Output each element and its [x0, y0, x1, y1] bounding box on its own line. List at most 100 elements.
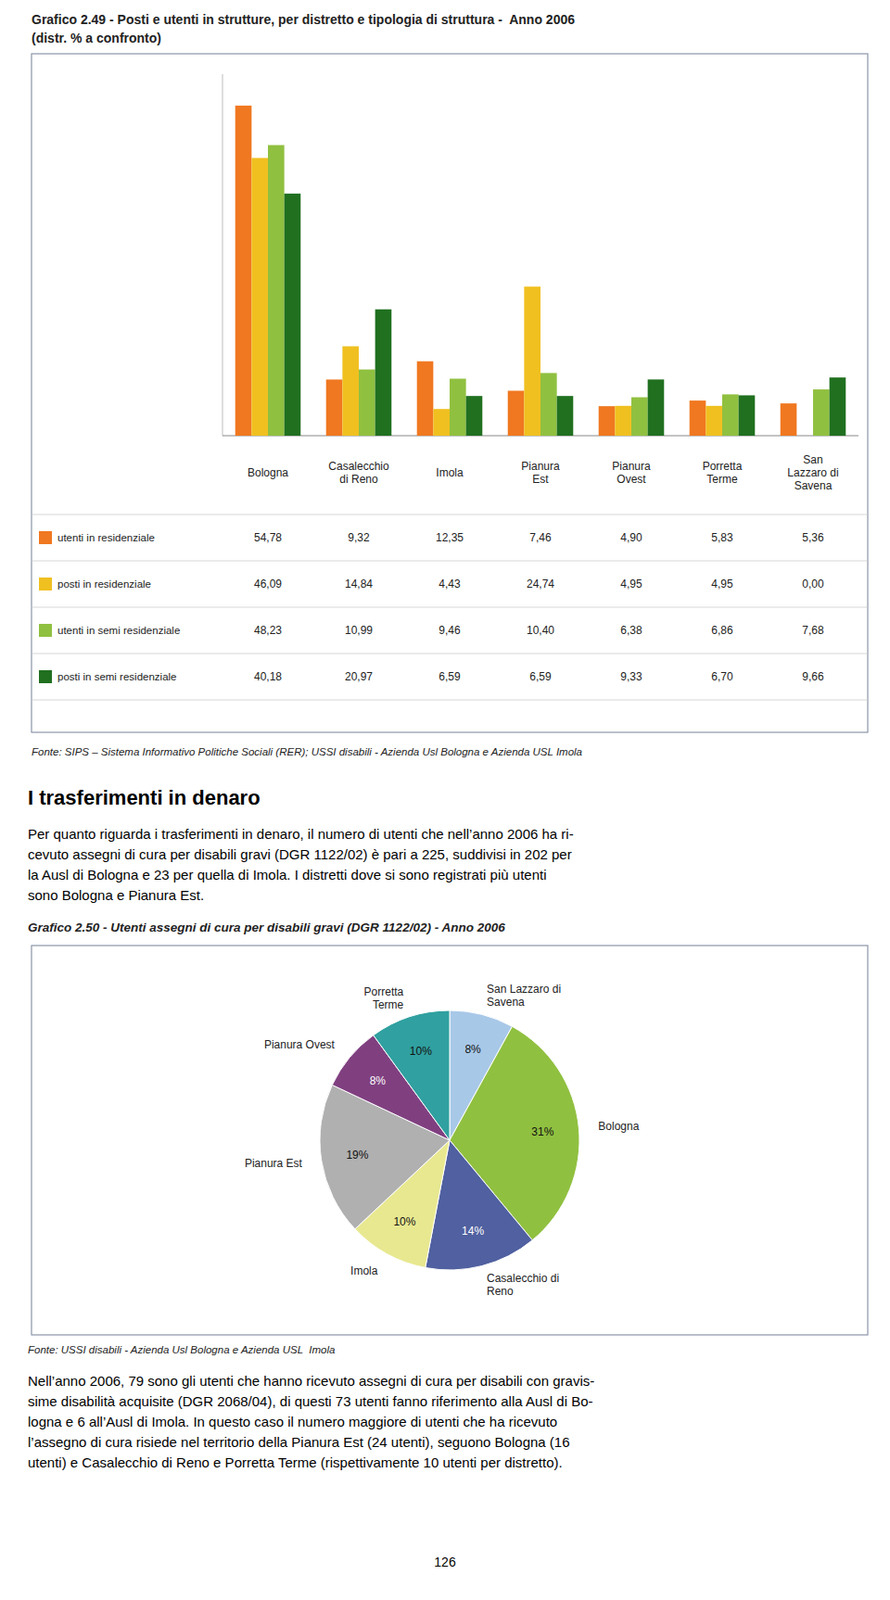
source-line: Fonte: USSI disabili - Azienda Usl Bolog…	[27, 1344, 335, 1356]
bar	[598, 406, 616, 436]
pie-category-label: Casalecchio diReno	[486, 1271, 560, 1298]
table-value-line: 9,46	[438, 623, 461, 637]
bar	[449, 379, 467, 436]
pie-category-label-line: San Lazzaro di	[486, 982, 561, 996]
bar	[251, 157, 268, 436]
pie-category-label: Pianura Ovest	[264, 1038, 336, 1052]
pie-value-label: 19%	[345, 1148, 369, 1162]
chart-title: Grafico 2.49 - Posti e utenti in struttu…	[31, 12, 575, 27]
paragraph-line-line: l’assegno di cura risiede nel territorio…	[27, 1434, 571, 1450]
legend-label-line: posti in semi residenziale	[57, 671, 177, 683]
x-tick-label: Bologna	[247, 466, 289, 480]
table-value-line: 24,74	[526, 577, 555, 591]
pie-category-label: Bologna	[597, 1119, 639, 1133]
legend-swatch	[38, 531, 52, 545]
bar	[326, 379, 344, 436]
x-tick-label-line: Est	[532, 472, 549, 486]
table-value: 6,38	[620, 623, 643, 637]
bar	[796, 435, 814, 437]
pie-category-label-line: Imola	[350, 1264, 379, 1278]
table-value-line: 9,33	[620, 670, 643, 684]
bar	[813, 389, 830, 436]
chart-subtitle: (distr. % a confronto)	[31, 30, 162, 46]
table-value: 4,43	[438, 577, 461, 591]
table-value: 10,40	[526, 623, 555, 637]
source-line: Fonte: SIPS – Sistema Informativo Politi…	[31, 746, 583, 758]
table-value-line: 4,90	[620, 531, 643, 545]
table-value: 5,83	[711, 531, 734, 545]
x-tick-label: Imola	[435, 466, 464, 480]
table-value: 9,66	[801, 670, 825, 684]
bar	[523, 286, 541, 436]
pie-value-label: 10%	[393, 1215, 416, 1229]
bar	[614, 406, 632, 436]
chart-title-line: Grafico 2.50 - Utenti assegni di cura pe…	[27, 920, 506, 935]
paragraph-line: Per quanto riguarda i trasferimenti in d…	[27, 826, 574, 842]
x-tick-label-line: Porretta	[702, 459, 743, 473]
paragraph-line: Nell’anno 2006, 79 sono gli utenti che h…	[27, 1373, 595, 1389]
pie-category-label-line: Porretta	[364, 985, 405, 999]
pie-category-label-line: Pianura Est	[244, 1157, 304, 1170]
y-axis-line	[222, 74, 224, 436]
x-tick-label: PianuraEst	[521, 459, 560, 486]
table-value-line: 6,86	[711, 623, 734, 637]
x-tick-label-line: Ovest	[616, 472, 647, 486]
table-value: 54,78	[254, 531, 282, 545]
paragraph-line-line: sono Bologna e Pianura Est.	[27, 887, 204, 903]
table-value: 24,74	[526, 577, 555, 591]
table-value: 6,86	[711, 623, 734, 637]
table-value: 4,95	[711, 577, 734, 591]
bar	[705, 406, 723, 436]
paragraph-line: l’assegno di cura risiede nel territorio…	[27, 1434, 571, 1450]
legend-label: posti in semi residenziale	[57, 671, 177, 683]
pie-value-label: 10%	[409, 1044, 433, 1058]
table-value: 40,18	[254, 670, 282, 684]
table-value: 48,23	[254, 623, 282, 637]
pie-category-label-line: Terme	[372, 998, 405, 1012]
table-value-line: 12,35	[435, 531, 464, 545]
table-value: 20,97	[344, 670, 373, 684]
table-value: 4,95	[620, 577, 643, 591]
x-tick-label-line: Casalecchio	[328, 459, 390, 473]
legend-label: utenti in semi residenziale	[57, 624, 180, 636]
table-value-line: 48,23	[254, 623, 282, 637]
table-value-line: 7,68	[801, 623, 825, 637]
table-value-line: 9,32	[347, 531, 370, 545]
table-value-line: 10,40	[526, 623, 555, 637]
paragraph-line: logna e 6 all’Ausl di Imola. In questo c…	[27, 1413, 558, 1430]
table-value: 4,90	[620, 531, 643, 545]
x-tick-label-line: di Reno	[339, 472, 379, 486]
pie-value-label-line: 10%	[409, 1044, 433, 1058]
paragraph-line: sono Bologna e Pianura Est.	[27, 887, 204, 903]
table-rule	[31, 514, 868, 516]
pie-value-label: 14%	[461, 1224, 484, 1238]
paragraph-line: utenti) e Casalecchio di Reno e Porretta…	[27, 1454, 563, 1471]
pie-value-label-line: 10%	[393, 1215, 416, 1229]
table-value: 12,35	[435, 531, 464, 545]
table-value-line: 9,66	[801, 670, 825, 684]
x-tick-label-line: San	[802, 453, 823, 467]
chart-box	[31, 945, 868, 1335]
table-value: 10,99	[344, 623, 373, 637]
bar	[235, 105, 253, 436]
legend-label-line: utenti in semi residenziale	[57, 624, 180, 636]
table-value: 6,59	[529, 670, 552, 684]
x-tick-label-line: Terme	[706, 472, 738, 486]
table-value-line: 7,46	[529, 531, 552, 545]
table-value-line: 4,43	[438, 577, 461, 591]
table-value-line: 40,18	[254, 670, 282, 684]
table-rule	[31, 653, 868, 655]
pie-value-label-line: 8%	[464, 1042, 482, 1056]
paragraph-line: sime disabilità acquisite (DGR 2068/04),…	[27, 1393, 594, 1410]
table-value-line: 0,00	[801, 577, 825, 591]
x-tick-label: PianuraOvest	[611, 459, 651, 486]
bar	[540, 372, 558, 436]
paragraph-line-line: sime disabilità acquisite (DGR 2068/04),…	[27, 1393, 594, 1410]
pie-category-label: San Lazzaro diSavena	[486, 982, 561, 1009]
paragraph-line-line: Per quanto riguarda i trasferimenti in d…	[27, 826, 574, 842]
x-tick-label-line: Lazzaro di	[787, 466, 839, 480]
page-number-line: 126	[433, 1554, 457, 1570]
pie-value-label: 8%	[464, 1042, 482, 1056]
chart-title: Grafico 2.50 - Utenti assegni di cura pe…	[27, 920, 506, 935]
pie-category-label-line: Savena	[486, 995, 525, 1009]
